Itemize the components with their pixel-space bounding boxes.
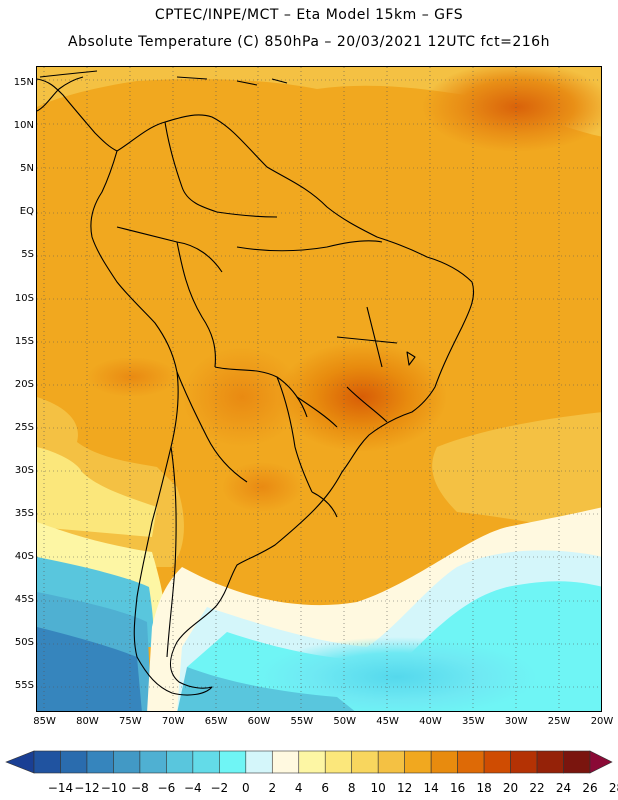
- lat-label-5s: 5S: [21, 249, 34, 261]
- central-america-coast: [37, 78, 118, 152]
- border-paraguay: [276, 376, 313, 493]
- colorbar-swatch: [113, 750, 141, 774]
- colorbar-swatch: [536, 750, 564, 774]
- field-warm-west: [87, 357, 177, 397]
- lon-label-65w: 65W: [204, 716, 228, 727]
- colorbar-label: 8: [347, 781, 356, 795]
- lat-label-eq: EQ: [19, 206, 34, 218]
- lon-label-40w: 40W: [419, 716, 442, 727]
- colorbar-swatch: [324, 750, 353, 774]
- lon-label-20w: 20W: [590, 716, 614, 727]
- colorbar-label: −8: [131, 781, 149, 795]
- lat-label-5n: 5N: [20, 163, 34, 175]
- lon-label-80w: 80W: [76, 716, 99, 727]
- colorbar-swatch: [166, 750, 194, 774]
- lon-label-55w: 55W: [290, 716, 314, 727]
- colorbar-swatch: [351, 750, 379, 774]
- lon-label-70w: 70W: [161, 716, 185, 727]
- colorbar-label: 16: [449, 781, 466, 795]
- colorbar-swatch: [404, 750, 432, 774]
- lat-label-10s: 10S: [14, 292, 34, 304]
- colorbar-label: 28: [608, 781, 618, 795]
- colorbar-label: −14: [47, 781, 74, 795]
- lat-label-15s: 15S: [14, 335, 34, 347]
- colorbar: [5, 750, 613, 774]
- colorbar-label: 12: [397, 781, 413, 795]
- colorbar-label: 0: [241, 781, 250, 795]
- colorbar-swatch: [139, 750, 167, 774]
- colorbar-label: 22: [529, 781, 545, 795]
- colorbar-swatch: [245, 750, 273, 774]
- colorbar-label: −10: [100, 781, 127, 795]
- border-colombia-venezuela: [164, 121, 278, 218]
- colorbar-arrow-low: [5, 750, 35, 774]
- colorbar-swatch: [219, 750, 247, 774]
- colorbar-swatch: [192, 750, 220, 774]
- lat-label-50s: 50S: [14, 637, 34, 649]
- border-peru-brazil: [176, 241, 216, 368]
- lat-label-45s: 45S: [14, 594, 34, 606]
- map-title-line2: Absolute Temperature (C) 850hPa – 20/03/…: [68, 34, 550, 50]
- colorbar-label: 26: [582, 781, 598, 795]
- lon-label-25w: 25W: [547, 716, 571, 727]
- border-brazil-north: [236, 240, 383, 252]
- lat-label-15n: 15N: [13, 77, 34, 89]
- colorbar-label: 10: [370, 781, 386, 795]
- field-west-pale: [37, 447, 157, 537]
- lat-label-30s: 30S: [14, 464, 34, 476]
- colorbar-label: −4: [183, 781, 202, 795]
- colorbar-swatch: [483, 750, 511, 774]
- colorbar-swatch: [33, 750, 61, 774]
- border-uruguay: [311, 491, 338, 518]
- colorbar-swatch: [60, 750, 88, 774]
- colorbar-label: −12: [74, 781, 100, 795]
- border-chile-argentina-s: [166, 446, 177, 658]
- temperature-map: [36, 66, 602, 712]
- colorbar-label: 6: [321, 781, 330, 795]
- lat-label-55s: 55S: [14, 680, 34, 692]
- lat-label-35s: 35S: [14, 507, 34, 519]
- colorbar-label: 20: [502, 781, 519, 795]
- colorbar-swatch: [86, 750, 114, 774]
- border-bolivia: [214, 366, 308, 418]
- lon-label-35w: 35W: [462, 716, 485, 727]
- colorbar-swatch: [430, 750, 458, 774]
- field-hot-se: [277, 342, 447, 452]
- map-title-line1: CPTEC/INPE/MCT – Eta Model 15km – GFS: [154, 7, 464, 23]
- lon-label-45w: 45W: [376, 716, 399, 727]
- colorbar-label: −2: [210, 781, 229, 795]
- field-south-cyan2: [177, 667, 355, 711]
- colorbar-label: 4: [294, 781, 303, 795]
- field-sw-deep: [37, 627, 142, 711]
- temperature-field: [37, 67, 601, 711]
- field-hot-ne: [422, 67, 601, 152]
- coastlines: [37, 70, 475, 696]
- colorbar-label: 2: [268, 781, 277, 795]
- colorbar-arrow-high: [589, 750, 613, 774]
- colorbar-swatch: [457, 750, 485, 774]
- colorbar-label: 14: [423, 781, 439, 795]
- colorbar-swatch: [377, 750, 405, 774]
- colorbar-label: −6: [157, 781, 176, 795]
- lat-label-10n: 10N: [13, 120, 34, 132]
- colorbar-label: 18: [476, 781, 492, 795]
- lon-label-60w: 60W: [247, 716, 271, 727]
- border-chile-argentina-n: [176, 371, 248, 483]
- colorbar-swatch: [510, 750, 538, 774]
- colorbar-swatch: [271, 750, 300, 774]
- colorbar-swatch: [298, 750, 326, 774]
- border-brazil-states: [336, 306, 398, 368]
- field-warm-south: [222, 462, 302, 512]
- lon-label-30w: 30W: [504, 716, 528, 727]
- lon-label-75w: 75W: [119, 716, 142, 727]
- lat-label-40s: 40S: [14, 550, 34, 562]
- field-cyan-blob: [257, 637, 537, 711]
- colorbar-label: 24: [555, 781, 572, 795]
- lat-label-20s: 20S: [14, 378, 34, 390]
- lon-label-85w: 85W: [33, 716, 56, 727]
- field-warm-center: [182, 347, 302, 447]
- colorbar-swatch: [563, 750, 591, 774]
- lon-label-50w: 50W: [333, 716, 357, 727]
- lat-label-25s: 25S: [14, 421, 34, 433]
